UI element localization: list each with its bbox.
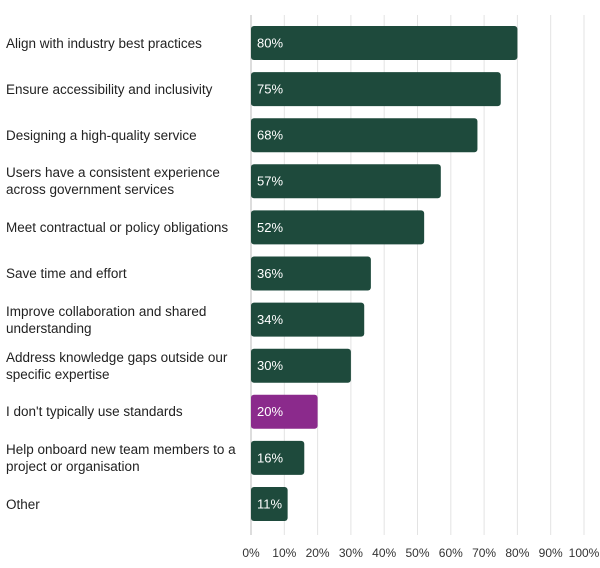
bar	[251, 394, 318, 429]
x-tick-label: 80%	[505, 546, 529, 560]
bar	[251, 440, 305, 475]
category-label: Address knowledge gaps outside our speci…	[6, 349, 228, 382]
value-label: 52%	[257, 220, 283, 235]
bar	[251, 118, 478, 153]
value-label: 34%	[257, 312, 283, 327]
value-label: 20%	[257, 404, 283, 419]
bar	[251, 72, 501, 107]
value-label: 30%	[257, 358, 283, 373]
category-label: Improve collaboration and shared underst…	[6, 303, 207, 336]
bar	[251, 256, 371, 291]
category-label: Help onboard new team members to a proje…	[6, 441, 236, 474]
x-tick-label: 40%	[372, 546, 396, 560]
value-label: 16%	[257, 450, 283, 465]
x-tick-label: 100%	[569, 546, 600, 560]
value-label: 36%	[257, 266, 283, 281]
bar	[251, 302, 365, 337]
category-label: Designing a high-quality service	[6, 127, 197, 143]
category-label: Align with industry best practices	[6, 35, 202, 51]
x-tick-label: 30%	[339, 546, 363, 560]
value-label: 75%	[257, 82, 283, 97]
category-label: Save time and effort	[6, 266, 127, 281]
x-tick-label: 10%	[272, 546, 296, 560]
bar	[251, 164, 441, 199]
bar	[251, 26, 518, 60]
value-label: 68%	[257, 128, 283, 143]
value-label: 11%	[257, 496, 282, 511]
x-tick-label: 50%	[405, 546, 429, 560]
x-tick-label: 70%	[472, 546, 496, 560]
category-label: I don't typically use standards	[6, 404, 183, 420]
x-tick-label: 60%	[439, 546, 463, 560]
value-label: 57%	[257, 174, 283, 189]
bar	[251, 210, 425, 245]
bar	[251, 348, 351, 383]
category-label: Meet contractual or policy obligations	[6, 219, 229, 235]
x-tick-label: 0%	[242, 546, 260, 560]
value-label: 80%	[257, 35, 283, 50]
x-tick-label: 90%	[539, 546, 563, 560]
category-label: Other	[6, 496, 40, 512]
bar	[251, 487, 288, 521]
category-label: Ensure accessibility and inclusivity	[6, 81, 213, 97]
x-tick-label: 20%	[306, 546, 330, 560]
category-label: Users have a consistent experience acros…	[6, 165, 220, 198]
